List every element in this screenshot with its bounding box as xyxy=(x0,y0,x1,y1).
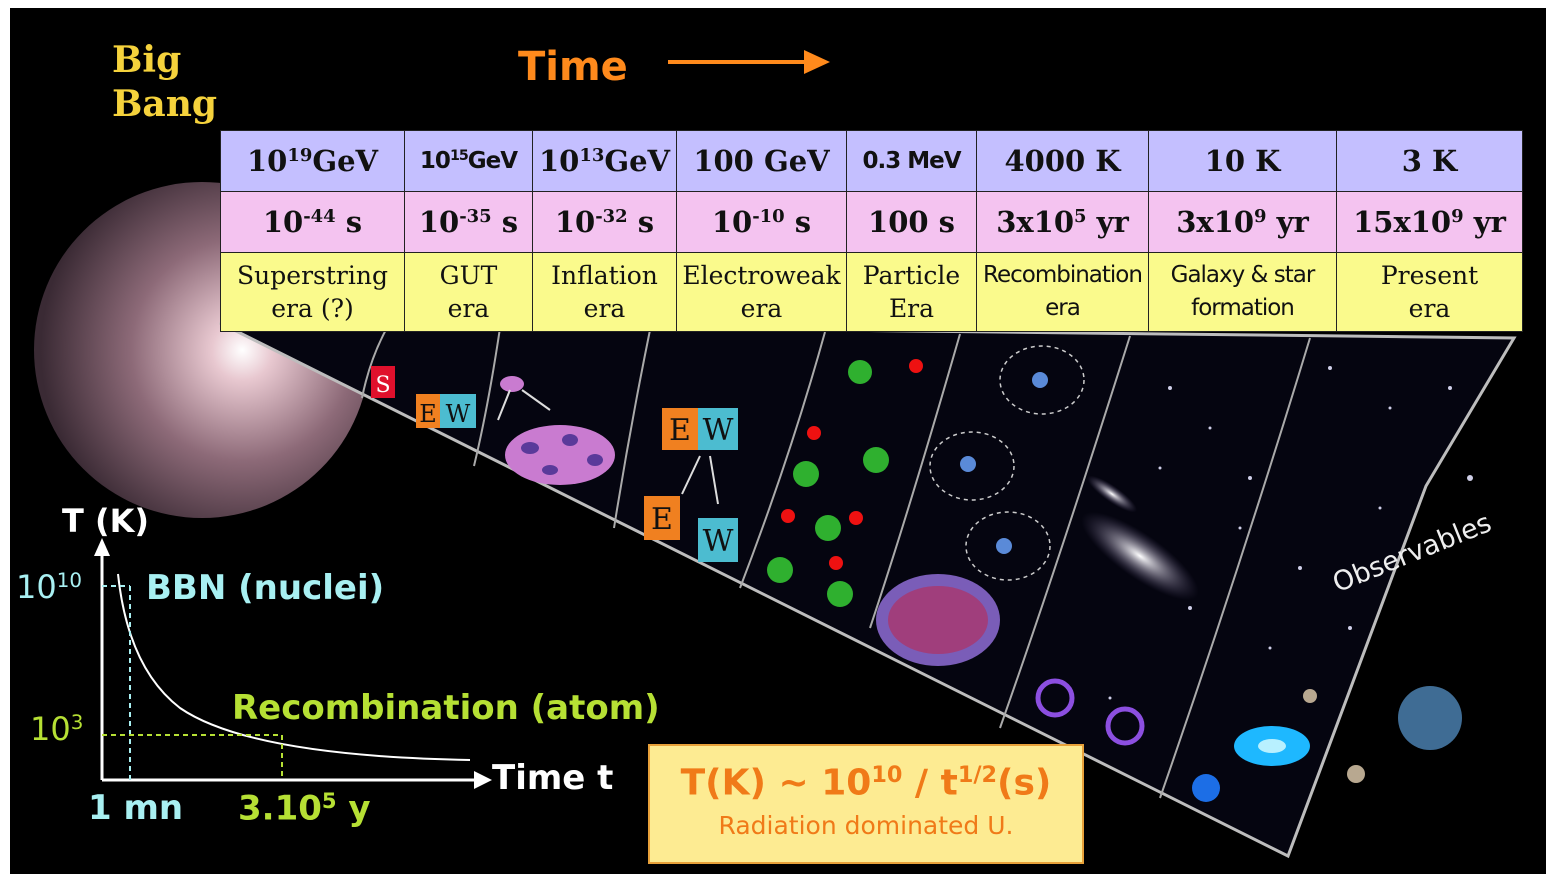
formula-equation: T(K) ~ 1010 / t1/2(s) xyxy=(680,762,1052,804)
energy-cell-6: 4000 K xyxy=(976,130,1149,192)
formula-subtitle: Radiation dominated U. xyxy=(718,811,1014,841)
time-cell-3: 10-32 s xyxy=(532,191,677,253)
particles xyxy=(767,359,923,607)
energy-cell-3: 1013GeV xyxy=(532,130,677,192)
energy-cell-8: 3 K xyxy=(1336,130,1523,192)
ew-box-w-label: W xyxy=(446,400,471,428)
s-box-label: S xyxy=(375,373,390,398)
funnel-dividers xyxy=(361,325,1311,799)
graph-x-tick-2: 3.105 y xyxy=(238,788,371,829)
energy-cell-4: 100 GeV xyxy=(676,130,847,192)
energy-cell-5: 0.3 MeV xyxy=(846,130,977,192)
formula-box: T(K) ~ 1010 / t1/2(s) Radiation dominate… xyxy=(648,744,1084,864)
time-cell-6: 3x105 yr xyxy=(976,191,1149,253)
era-cell-6: Recombination era xyxy=(976,252,1149,332)
era-cell-1: Superstring era (?) xyxy=(220,252,405,332)
time-cell-8: 15x109 yr xyxy=(1336,191,1523,253)
graph-x-tick-1: 1 mn xyxy=(88,788,184,828)
graph-y-tick-2: 103 xyxy=(30,710,84,748)
big-bang-label: Big Bang xyxy=(112,38,217,126)
era-cell-8: Present era xyxy=(1336,252,1523,332)
energy-cell-7: 10 K xyxy=(1148,130,1337,192)
energy-cell-2: 1015GeV xyxy=(404,130,533,192)
era-cell-3: Inflation era xyxy=(532,252,677,332)
graph-x-axis-label: Time t xyxy=(492,758,614,798)
recombination-label: Recombination (atom) xyxy=(232,688,660,728)
time-row: 10-44 s 10-35 s 10-32 s 10-10 s 100 s 3x… xyxy=(220,191,1523,253)
temperature-graph xyxy=(94,538,492,789)
cosmic-era-table: 1019GeV 1015GeV 1013GeV 100 GeV 0.3 MeV … xyxy=(220,130,1523,332)
time-cell-2: 10-35 s xyxy=(404,191,533,253)
time-cell-4: 10-10 s xyxy=(676,191,847,253)
time-cell-1: 10-44 s xyxy=(220,191,405,253)
era-row: Superstring era (?) GUT era Inflation era E… xyxy=(220,252,1523,332)
atoms xyxy=(929,345,1085,581)
big-bang-line1: Big xyxy=(112,39,182,81)
ew-box2-w-label: W xyxy=(703,413,734,448)
w-box-label: W xyxy=(703,524,734,559)
time-title: Time xyxy=(518,44,628,90)
era-cell-2: GUT era xyxy=(404,252,533,332)
bbn-label: BBN (nuclei) xyxy=(146,568,385,608)
earth xyxy=(1398,686,1462,750)
time-cell-5: 100 s xyxy=(846,191,977,253)
ew-box2-e-label: E xyxy=(669,413,691,448)
e-box-label: E xyxy=(651,502,673,537)
cosmic-funnel-illustration: S E W E W E W xyxy=(34,50,1517,859)
slide-panel: S E W E W E W Big Bang Time xyxy=(10,8,1546,874)
energy-row: 1019GeV 1015GeV 1013GeV 100 GeV 0.3 MeV … xyxy=(220,130,1523,192)
era-cell-4: Electroweak era xyxy=(676,252,847,332)
era-cell-7: Galaxy & star formation xyxy=(1148,252,1337,332)
cooling-curve xyxy=(117,573,471,761)
big-bang-line2: Bang xyxy=(112,83,218,125)
era-cell-5: Particle Era xyxy=(846,252,977,332)
energy-cell-1: 1019GeV xyxy=(220,130,405,192)
inflation-blob xyxy=(505,425,615,485)
galaxy-spiral xyxy=(1081,511,1199,601)
time-cell-7: 3x109 yr xyxy=(1148,191,1337,253)
star-field xyxy=(1108,366,1473,700)
graph-y-axis-label: T (K) xyxy=(62,502,150,540)
graph-y-tick-1: 1010 xyxy=(16,568,82,606)
ew-box-e-label: E xyxy=(419,400,437,428)
time-arrow xyxy=(804,50,830,74)
